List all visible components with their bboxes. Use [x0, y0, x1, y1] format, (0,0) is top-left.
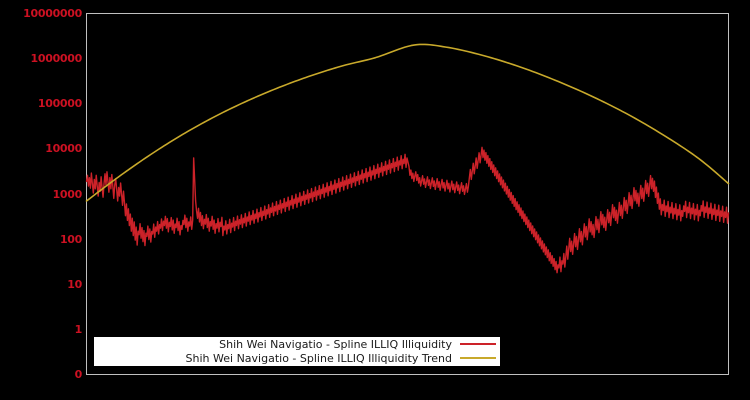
line-swatch-icon	[460, 343, 496, 345]
line-swatch-icon	[460, 357, 496, 359]
y-axis-tick-label: 100000	[37, 97, 82, 111]
y-axis-tick-label: 10000	[45, 142, 82, 156]
y-axis-tick-label: 1000	[52, 187, 83, 201]
y-axis-tick-label: 10000000	[23, 7, 82, 20]
series-line-illiquidity-trend	[85, 43, 730, 202]
y-axis-tick-labels: 10000000 1000000 100000 10000 1000 100 10 1 0	[0, 0, 82, 400]
y-axis-tick-label: 0	[74, 368, 83, 381]
plot-axes-frame	[86, 13, 729, 375]
y-axis-tick-label: 100	[59, 232, 82, 246]
y-axis-tick-label: 1000000	[30, 52, 83, 66]
legend-item-label: Shih Wei Navigatio - Spline ILLIQ Illiqu…	[219, 337, 452, 351]
chart-legend: Shih Wei Navigatio - Spline ILLIQ Illiqu…	[94, 337, 500, 366]
y-axis-tick-label: 1	[74, 322, 83, 336]
legend-item-label: Shih Wei Navigatio - Spline ILLIQ Illiqu…	[185, 351, 452, 365]
series-line-illiquidity	[85, 146, 730, 274]
y-axis-tick-label: 10	[67, 277, 82, 291]
legend-item-illiquidity: Shih Wei Navigatio - Spline ILLIQ Illiqu…	[94, 337, 500, 351]
legend-item-illiquidity-trend: Shih Wei Navigatio - Spline ILLIQ Illiqu…	[94, 351, 500, 365]
